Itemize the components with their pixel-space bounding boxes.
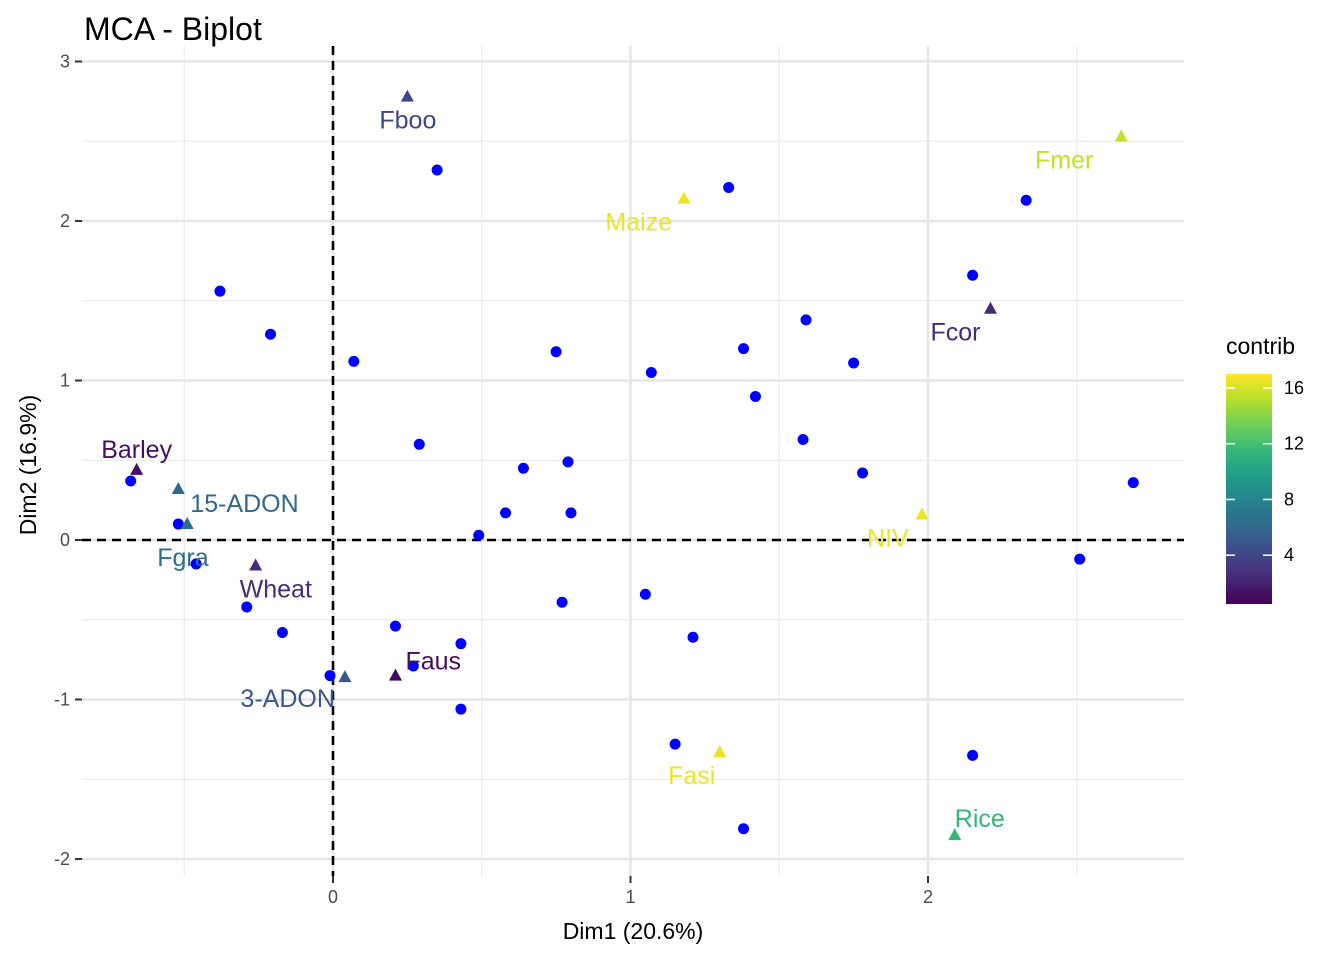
y-tick-label: 3 [60,52,70,72]
category-point [171,481,185,494]
y-tick-label: -2 [54,849,70,869]
individual-point [562,456,574,468]
individual-point [669,738,681,750]
y-tick-label: 2 [60,211,70,231]
individual-point [214,285,226,297]
legend-colorbar [1226,374,1272,604]
individual-point [1074,553,1086,565]
category-point [400,89,414,102]
individual-point [190,558,202,570]
category-point [130,462,144,475]
individual-point [749,390,761,402]
x-axis-title: Dim1 (20.6%) [563,918,704,944]
individual-point [265,328,277,340]
category-point [338,670,352,683]
major-gridlines [82,46,1184,876]
x-tick-label: 0 [328,887,338,907]
category-label: Rice [955,805,1005,833]
y-tick-label: -1 [54,690,70,710]
legend-tick-label: 4 [1284,545,1294,565]
individual-point [455,638,467,650]
category-point [1114,129,1128,142]
y-tick-label: 0 [60,530,70,550]
individual-point [550,346,562,358]
category-label: Maize [605,209,672,237]
individual-point [407,660,419,672]
category-points: Fboo Fmer Maize Fcor Barley 15-ADON Fgra NIV Whe… [101,89,1128,841]
category-point [948,828,962,841]
individual-point [276,627,288,639]
x-axis-ticks: 0 1 2 [328,876,933,907]
individual-point [389,620,401,632]
individual-point [500,507,512,519]
individual-point [431,164,443,176]
category-point [915,507,929,520]
individual-points [125,164,1139,835]
individual-point [639,588,651,600]
color-legend: contrib 4 8 12 16 [1226,333,1304,604]
individual-point [556,596,568,608]
legend-tick-label: 12 [1284,434,1304,454]
category-label: Fcor [930,319,980,347]
category-point [713,745,727,758]
individual-point [565,507,577,519]
category-label: Fgra [157,544,209,572]
individual-point [1127,477,1139,489]
individual-point [473,529,485,541]
individual-point [125,475,137,487]
category-label: Fasi [668,762,715,790]
individual-point [455,703,467,715]
x-tick-label: 1 [625,887,635,907]
category-label: Faus [405,648,461,676]
individual-point [413,438,425,450]
category-label: 15-ADON [190,490,298,518]
individual-point [857,467,869,479]
individual-point [723,182,735,194]
individual-point [1020,194,1032,206]
individual-point [738,823,750,835]
individual-point [800,314,812,326]
individual-point [241,601,253,613]
individual-point [797,434,809,446]
individual-point [645,367,657,379]
category-label: Barley [101,436,172,464]
legend-tick-label: 16 [1284,378,1304,398]
x-tick-label: 2 [923,887,933,907]
category-label: Wheat [240,576,312,604]
individual-point [517,462,529,474]
individual-point [324,670,336,682]
category-point [249,558,263,571]
legend-title: contrib [1226,333,1295,359]
category-point [180,517,194,530]
legend-ticks: 4 8 12 16 [1226,378,1304,565]
category-point [677,191,691,204]
y-tick-label: 1 [60,371,70,391]
category-point [983,301,997,314]
legend-tick-label: 8 [1284,489,1294,509]
category-label: 3-ADON [240,685,334,713]
category-point [388,668,402,681]
individual-point [348,355,360,367]
chart-title: MCA - Biplot [84,11,262,47]
y-axis-ticks: 3 2 1 0 -1 -2 [54,52,82,869]
category-label: NIV [867,524,909,552]
individual-point [967,269,979,281]
individual-point [687,631,699,643]
category-label: Fboo [379,107,436,135]
y-axis-title: Dim2 (16.9%) [15,395,41,536]
individual-point [172,518,184,530]
individual-point [738,343,750,355]
reference-lines [82,46,1184,876]
individual-point [967,749,979,761]
category-label: Fmer [1035,146,1093,174]
minor-gridlines [82,46,1184,876]
individual-point [848,357,860,369]
